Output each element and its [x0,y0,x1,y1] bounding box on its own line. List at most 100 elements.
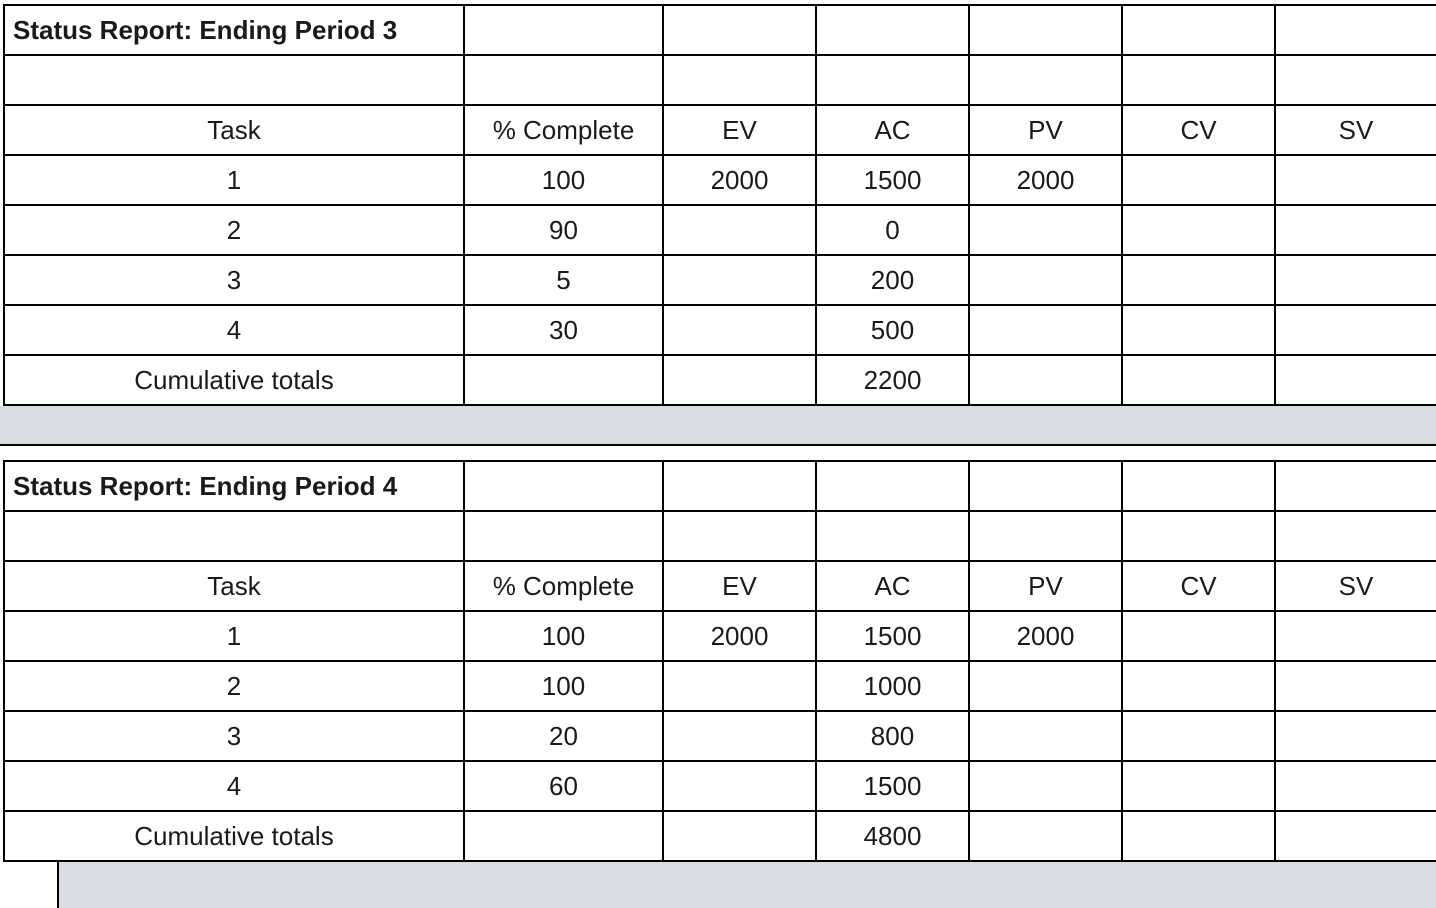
data-cell[interactable]: 1500 [815,610,970,662]
data-cell[interactable] [662,760,817,812]
data-cell[interactable] [1274,254,1436,306]
data-cell[interactable] [662,710,817,762]
totals-value-cell[interactable] [1121,810,1276,862]
totals-value-cell[interactable]: 2200 [815,354,970,406]
column-header-task[interactable]: Task [3,104,465,156]
data-cell[interactable]: 2 [3,204,465,256]
data-cell[interactable] [968,304,1123,356]
data-cell[interactable] [1121,610,1276,662]
data-cell[interactable]: 200 [815,254,970,306]
empty-cell[interactable] [463,4,664,56]
totals-value-cell[interactable] [662,810,817,862]
data-cell[interactable]: 1 [3,154,465,206]
column-header-ev[interactable]: EV [662,104,817,156]
column-header-pv[interactable]: PV [968,104,1123,156]
totals-value-cell[interactable] [463,810,664,862]
empty-cell[interactable] [1274,4,1436,56]
column-header-task[interactable]: Task [3,560,465,612]
totals-value-cell[interactable] [662,354,817,406]
empty-cell[interactable] [815,460,970,512]
empty-cell[interactable] [463,510,664,562]
column-header-complete[interactable]: % Complete [463,104,664,156]
data-cell[interactable]: 100 [463,610,664,662]
column-header-ac[interactable]: AC [815,104,970,156]
empty-cell[interactable] [1274,460,1436,512]
totals-label-cell[interactable]: Cumulative totals [3,354,465,406]
column-header-ev[interactable]: EV [662,560,817,612]
data-cell[interactable] [1274,710,1436,762]
empty-cell[interactable] [463,54,664,106]
empty-cell[interactable] [463,460,664,512]
column-header-complete[interactable]: % Complete [463,560,664,612]
column-header-ac[interactable]: AC [815,560,970,612]
data-cell[interactable]: 60 [463,760,664,812]
totals-value-cell[interactable] [968,810,1123,862]
totals-value-cell[interactable] [1274,354,1436,406]
empty-cell[interactable] [1121,4,1276,56]
data-cell[interactable] [1121,660,1276,712]
data-cell[interactable] [1121,154,1276,206]
data-cell[interactable]: 800 [815,710,970,762]
empty-cell[interactable] [968,4,1123,56]
data-cell[interactable]: 500 [815,304,970,356]
empty-cell[interactable] [968,54,1123,106]
data-cell[interactable] [968,254,1123,306]
totals-value-cell[interactable] [1121,354,1276,406]
report-title-cell[interactable]: Status Report: Ending Period 3 [3,4,465,56]
column-header-sv[interactable]: SV [1274,104,1436,156]
empty-cell[interactable] [3,510,465,562]
data-cell[interactable] [662,204,817,256]
data-cell[interactable] [1274,760,1436,812]
data-cell[interactable] [1121,204,1276,256]
empty-cell[interactable] [662,54,817,106]
data-cell[interactable]: 1500 [815,760,970,812]
data-cell[interactable]: 4 [3,304,465,356]
data-cell[interactable] [662,254,817,306]
empty-cell[interactable] [3,54,465,106]
data-cell[interactable] [968,710,1123,762]
data-cell[interactable] [662,660,817,712]
data-cell[interactable]: 30 [463,304,664,356]
data-cell[interactable] [1274,304,1436,356]
empty-cell[interactable] [662,460,817,512]
data-cell[interactable] [662,304,817,356]
report-title-cell[interactable]: Status Report: Ending Period 4 [3,460,465,512]
empty-cell[interactable] [1274,54,1436,106]
totals-value-cell[interactable]: 4800 [815,810,970,862]
empty-cell[interactable] [815,510,970,562]
data-cell[interactable]: 0 [815,204,970,256]
data-cell[interactable] [968,660,1123,712]
data-cell[interactable] [1121,304,1276,356]
column-header-pv[interactable]: PV [968,560,1123,612]
empty-cell[interactable] [1121,510,1276,562]
empty-cell[interactable] [968,460,1123,512]
data-cell[interactable]: 5 [463,254,664,306]
empty-cell[interactable] [815,54,970,106]
data-cell[interactable]: 100 [463,154,664,206]
data-cell[interactable] [1274,154,1436,206]
data-cell[interactable]: 4 [3,760,465,812]
data-cell[interactable]: 3 [3,254,465,306]
totals-value-cell[interactable] [463,354,664,406]
data-cell[interactable]: 1000 [815,660,970,712]
data-cell[interactable]: 2000 [968,154,1123,206]
empty-cell[interactable] [662,510,817,562]
totals-label-cell[interactable]: Cumulative totals [3,810,465,862]
data-cell[interactable]: 1 [3,610,465,662]
data-cell[interactable] [1121,254,1276,306]
column-header-cv[interactable]: CV [1121,560,1276,612]
empty-cell[interactable] [815,4,970,56]
data-cell[interactable]: 1500 [815,154,970,206]
empty-cell[interactable] [1274,510,1436,562]
data-cell[interactable]: 2000 [662,154,817,206]
data-cell[interactable]: 100 [463,660,664,712]
data-cell[interactable] [1274,204,1436,256]
data-cell[interactable] [1274,660,1436,712]
empty-cell[interactable] [1121,460,1276,512]
data-cell[interactable] [1121,710,1276,762]
data-cell[interactable] [968,760,1123,812]
data-cell[interactable] [1121,760,1276,812]
empty-cell[interactable] [662,4,817,56]
empty-cell[interactable] [968,510,1123,562]
data-cell[interactable]: 90 [463,204,664,256]
